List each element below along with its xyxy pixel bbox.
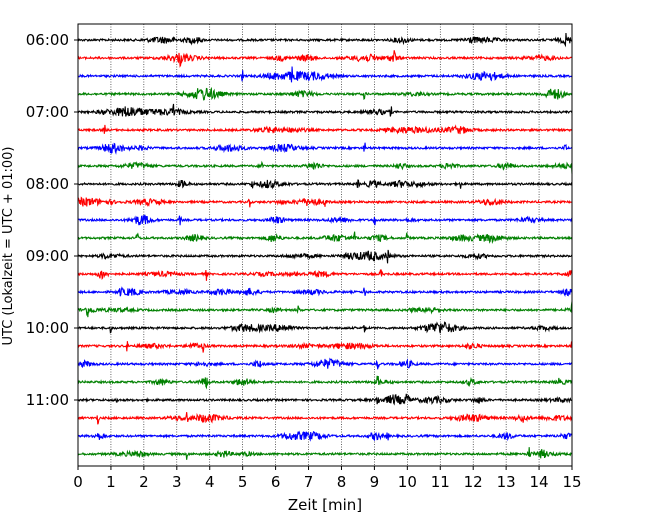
x-tick-label: 7 — [304, 473, 314, 491]
trace-line — [77, 214, 573, 226]
trace-line — [77, 286, 573, 297]
x-tick-label: 15 — [562, 473, 581, 491]
x-tick-label: 0 — [73, 473, 83, 491]
y-tick-label: 07:00 — [26, 103, 69, 121]
x-tick-label: 4 — [205, 473, 215, 491]
trace-line — [77, 86, 573, 101]
trace-line — [77, 269, 573, 281]
y-tick-label: 08:00 — [26, 175, 69, 193]
y-axis-label: UTC (Lokalzeit = UTC + 01:00) — [1, 147, 16, 346]
trace-line — [77, 321, 573, 334]
x-tick-label: 10 — [398, 473, 417, 491]
trace-line — [77, 412, 573, 425]
trace-line — [77, 32, 573, 48]
x-tick-label: 9 — [370, 473, 380, 491]
trace-lines — [77, 32, 573, 460]
trace-line — [77, 249, 573, 264]
x-tick-label: 5 — [238, 473, 248, 491]
x-tick-label: 12 — [464, 473, 483, 491]
x-tick-label: 13 — [497, 473, 516, 491]
y-axis-ticks: 06:00 07:00 08:00 09:00 10:00 11:00 — [26, 31, 78, 409]
trace-line — [77, 179, 573, 190]
trace-line — [77, 393, 573, 406]
x-tick-label: 8 — [337, 473, 347, 491]
trace-line — [77, 301, 573, 318]
x-tick-label: 11 — [431, 473, 450, 491]
x-tick-label: 2 — [139, 473, 149, 491]
trace-line — [77, 142, 573, 155]
x-tick-label: 14 — [530, 473, 549, 491]
trace-line — [77, 66, 573, 83]
x-axis-ticks: 0 1 2 3 4 5 6 7 8 9 10 11 12 13 14 15 — [73, 466, 582, 491]
y-tick-label: 06:00 — [26, 31, 69, 49]
x-tick-label: 3 — [172, 473, 182, 491]
x-tick-label: 1 — [106, 473, 116, 491]
trace-line — [77, 124, 573, 135]
trace-line — [77, 103, 573, 117]
trace-line — [77, 375, 573, 390]
y-tick-label: 10:00 — [26, 319, 69, 337]
trace-line — [77, 231, 572, 244]
trace-line — [77, 357, 573, 370]
plot-frame — [77, 23, 573, 467]
vertical-grid — [110, 24, 540, 466]
y-tick-label: 09:00 — [26, 247, 69, 265]
trace-line — [77, 341, 573, 353]
trace-line — [77, 50, 573, 68]
trace-line — [77, 196, 573, 208]
trace-line — [77, 430, 573, 442]
x-axis-label: Zeit [min] — [288, 496, 362, 514]
x-tick-label: 6 — [271, 473, 281, 491]
trace-line — [77, 447, 573, 460]
trace-line — [77, 160, 573, 174]
y-tick-label: 11:00 — [26, 391, 69, 409]
